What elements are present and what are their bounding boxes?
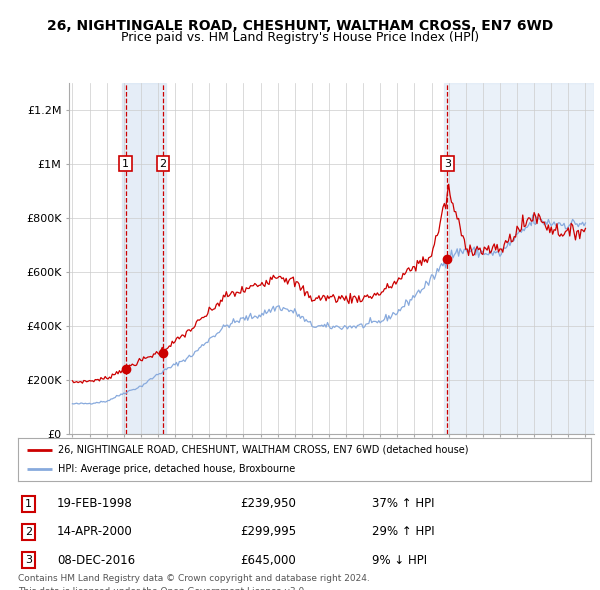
Bar: [122, 83, 166, 434]
Text: 2: 2: [25, 527, 32, 537]
Text: 2: 2: [160, 159, 166, 169]
Text: Price paid vs. HM Land Registry's House Price Index (HPI): Price paid vs. HM Land Registry's House …: [121, 31, 479, 44]
Text: 26, NIGHTINGALE ROAD, CHESHUNT, WALTHAM CROSS, EN7 6WD (detached house): 26, NIGHTINGALE ROAD, CHESHUNT, WALTHAM …: [58, 445, 469, 455]
Text: 08-DEC-2016: 08-DEC-2016: [57, 554, 135, 567]
Text: 3: 3: [25, 555, 32, 565]
Text: 26, NIGHTINGALE ROAD, CHESHUNT, WALTHAM CROSS, EN7 6WD: 26, NIGHTINGALE ROAD, CHESHUNT, WALTHAM …: [47, 19, 553, 33]
Text: 14-APR-2000: 14-APR-2000: [57, 526, 133, 539]
Text: Contains HM Land Registry data © Crown copyright and database right 2024.: Contains HM Land Registry data © Crown c…: [18, 575, 370, 584]
Text: 9% ↓ HPI: 9% ↓ HPI: [372, 554, 427, 567]
Text: £645,000: £645,000: [240, 554, 296, 567]
Text: 1: 1: [122, 159, 129, 169]
Text: HPI: Average price, detached house, Broxbourne: HPI: Average price, detached house, Brox…: [58, 464, 295, 474]
Text: 29% ↑ HPI: 29% ↑ HPI: [372, 526, 434, 539]
Text: 3: 3: [444, 159, 451, 169]
Bar: [582, 83, 594, 434]
Bar: [445, 83, 594, 434]
Text: 37% ↑ HPI: 37% ↑ HPI: [372, 497, 434, 510]
Text: £239,950: £239,950: [240, 497, 296, 510]
Text: This data is licensed under the Open Government Licence v3.0.: This data is licensed under the Open Gov…: [18, 588, 307, 590]
Text: 1: 1: [25, 499, 32, 509]
Text: 19-FEB-1998: 19-FEB-1998: [57, 497, 133, 510]
Text: £299,995: £299,995: [240, 526, 296, 539]
